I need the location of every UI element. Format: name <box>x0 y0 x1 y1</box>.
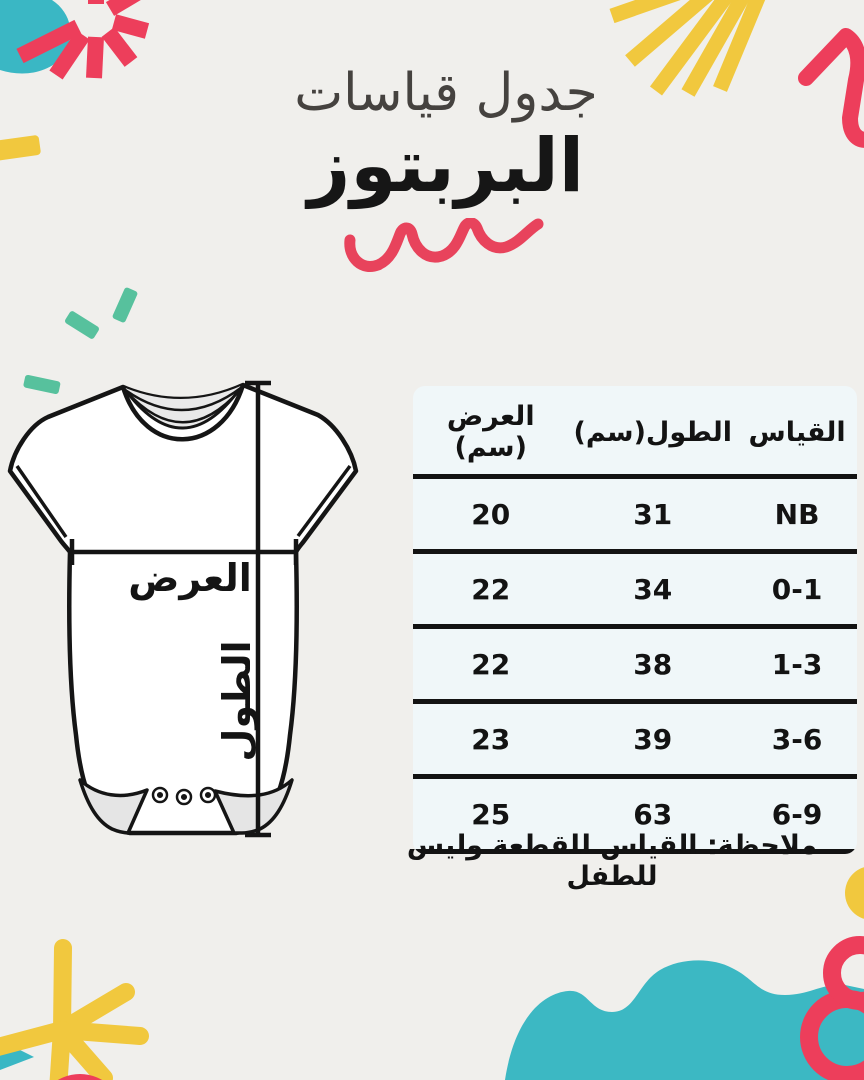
red-scallop-icon <box>800 936 864 1080</box>
length-cell: 39 <box>568 701 738 779</box>
size-table-card: القياس الطول(سم) العرض (سم) NB 31 20 0-1… <box>413 386 857 854</box>
size-cell: 6-9 <box>737 776 857 854</box>
mint-dash-icon <box>23 287 138 395</box>
bottom-left-decoration <box>0 939 149 1080</box>
teal-wave-blob-icon <box>505 960 864 1080</box>
size-cell: NB <box>737 476 857 554</box>
length-column-header: الطول(سم) <box>568 386 738 479</box>
size-column-header: القياس <box>737 386 857 479</box>
width-cell: 22 <box>413 626 569 704</box>
confetti-dashes <box>23 287 138 395</box>
yellow-dot-icon <box>845 867 864 919</box>
page-subtitle: جدول قياسات <box>294 63 598 123</box>
width-cell: 25 <box>413 776 569 854</box>
bodysuit-diagram <box>7 380 359 838</box>
table-header-row: القياس الطول(سم) العرض (سم) <box>413 386 857 479</box>
table-row: 0-1 34 22 <box>413 551 857 629</box>
length-cell: 63 <box>568 776 738 854</box>
size-table: القياس الطول(سم) العرض (سم) NB 31 20 0-1… <box>413 386 857 854</box>
width-cell: 20 <box>413 476 569 554</box>
bodysuit-outline <box>7 382 359 836</box>
table-row: 6-9 63 25 <box>413 776 857 854</box>
yellow-star-icon <box>0 939 149 1080</box>
snap-buttons <box>151 786 217 806</box>
width-cell: 22 <box>413 551 569 629</box>
width-label: العرض <box>128 556 252 600</box>
width-cell: 23 <box>413 701 569 779</box>
length-cell: 38 <box>568 626 738 704</box>
width-column-header: العرض (سم) <box>413 386 569 479</box>
page-title: البربتوز <box>307 123 585 210</box>
length-cell: 34 <box>568 551 738 629</box>
table-row: 1-3 38 22 <box>413 626 857 704</box>
teal-wedge-icon <box>0 1040 34 1070</box>
length-label: الطول <box>215 640 259 762</box>
table-row: NB 31 20 <box>413 476 857 554</box>
title-underline-squiggle-icon <box>344 218 544 272</box>
size-cell: 3-6 <box>737 701 857 779</box>
table-row: 3-6 39 23 <box>413 701 857 779</box>
size-cell: 1-3 <box>737 626 857 704</box>
size-cell: 0-1 <box>737 551 857 629</box>
measurement-note: ملاحظة: القياس للقطعة وليس للطفل <box>406 830 818 892</box>
bottom-right-decoration <box>505 867 864 1080</box>
length-cell: 31 <box>568 476 738 554</box>
red-dot-icon <box>57 1074 103 1080</box>
